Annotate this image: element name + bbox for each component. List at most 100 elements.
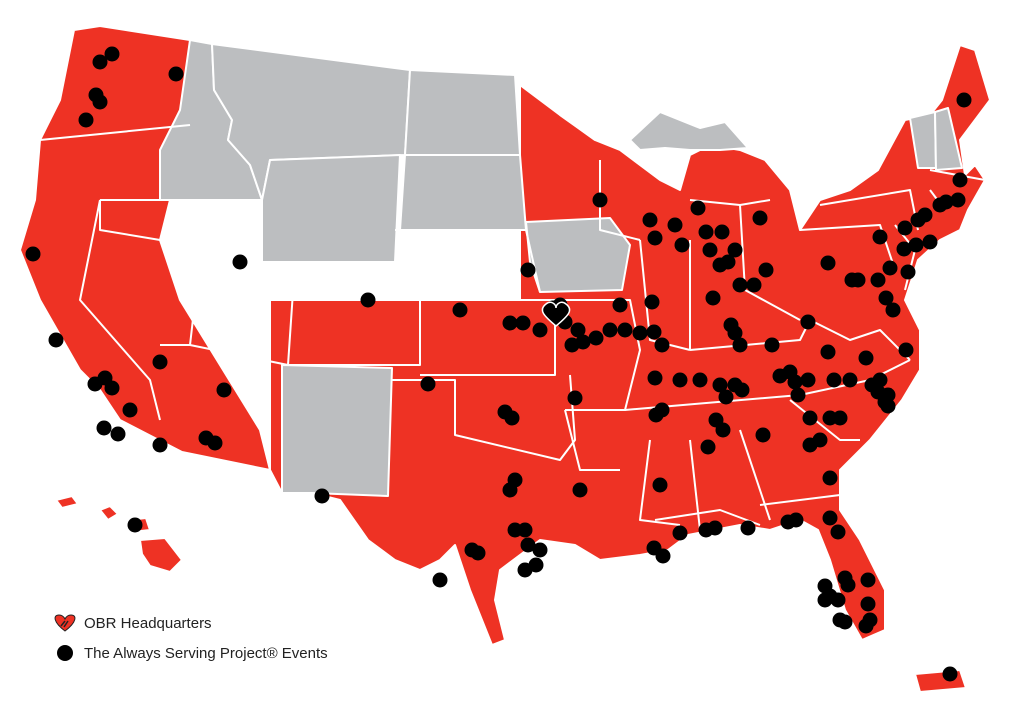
event-marker	[92, 94, 108, 110]
event-marker	[672, 372, 688, 388]
event-marker	[822, 470, 838, 486]
event-marker	[667, 217, 683, 233]
unserved-states	[159, 39, 963, 497]
event-marker	[842, 372, 858, 388]
event-marker	[632, 325, 648, 341]
event-marker	[92, 54, 108, 70]
event-marker	[714, 224, 730, 240]
event-marker	[360, 292, 376, 308]
event-marker	[216, 382, 232, 398]
state-puerto-rico	[914, 669, 967, 693]
event-marker	[698, 522, 714, 538]
event-marker	[917, 207, 933, 223]
event-marker	[720, 254, 736, 270]
event-marker	[734, 382, 750, 398]
event-marker	[790, 387, 806, 403]
event-marker	[96, 420, 112, 436]
event-marker	[870, 272, 886, 288]
event-marker	[872, 372, 888, 388]
event-marker	[567, 390, 583, 406]
event-marker	[860, 596, 876, 612]
event-marker	[647, 230, 663, 246]
event-marker	[896, 241, 912, 257]
event-marker	[646, 324, 662, 340]
event-marker	[712, 377, 728, 393]
state-new-mexico	[281, 364, 393, 497]
event-marker	[705, 290, 721, 306]
event-marker	[802, 437, 818, 453]
event-marker	[642, 212, 658, 228]
event-marker	[817, 592, 833, 608]
heart-icon	[54, 614, 76, 632]
event-marker	[727, 242, 743, 258]
event-marker	[314, 488, 330, 504]
event-marker	[952, 172, 968, 188]
event-marker	[702, 242, 718, 258]
legend-headquarters: OBR Headquarters	[54, 610, 328, 636]
state-south-dakota	[399, 154, 527, 231]
event-marker	[826, 372, 842, 388]
event-marker	[152, 354, 168, 370]
event-marker	[520, 262, 536, 278]
event-marker	[654, 337, 670, 353]
event-marker	[752, 210, 768, 226]
event-marker	[168, 66, 184, 82]
event-marker	[956, 92, 972, 108]
event-marker	[104, 46, 120, 62]
event-marker	[898, 342, 914, 358]
event-marker	[830, 524, 846, 540]
event-marker	[922, 234, 938, 250]
event-marker	[832, 410, 848, 426]
event-marker	[654, 402, 670, 418]
event-markers	[25, 46, 972, 682]
event-marker	[837, 614, 853, 630]
state-new-hampshire	[934, 107, 963, 171]
legend-events: The Always Serving Project® Events	[54, 640, 328, 666]
event-marker	[872, 229, 888, 245]
event-marker	[612, 297, 628, 313]
event-marker	[758, 262, 774, 278]
event-marker	[820, 255, 836, 271]
event-marker	[880, 398, 896, 414]
event-marker	[644, 294, 660, 310]
event-marker	[732, 277, 748, 293]
event-marker	[232, 254, 248, 270]
event-marker	[78, 112, 94, 128]
event-marker	[882, 260, 898, 276]
event-marker	[504, 410, 520, 426]
event-marker	[532, 322, 548, 338]
event-marker	[897, 220, 913, 236]
event-marker	[788, 512, 804, 528]
event-marker	[938, 194, 954, 210]
event-marker	[432, 572, 448, 588]
state-western	[19, 25, 991, 646]
dot-icon	[57, 645, 73, 661]
event-marker	[452, 302, 468, 318]
event-marker	[732, 337, 748, 353]
legend-events-label: The Always Serving Project® Events	[84, 644, 328, 662]
event-marker	[25, 246, 41, 262]
event-marker	[690, 200, 706, 216]
event-marker	[858, 350, 874, 366]
event-marker	[885, 302, 901, 318]
event-marker	[860, 572, 876, 588]
event-marker	[110, 426, 126, 442]
event-marker	[122, 402, 138, 418]
event-marker	[746, 277, 762, 293]
event-marker	[830, 592, 846, 608]
headquarters-marker	[541, 301, 571, 327]
event-marker	[48, 332, 64, 348]
event-marker	[570, 322, 586, 338]
event-marker	[520, 537, 536, 553]
event-marker	[700, 439, 716, 455]
event-marker	[517, 522, 533, 538]
event-marker	[800, 314, 816, 330]
event-marker	[127, 517, 143, 533]
state-michigan-up	[629, 111, 749, 151]
legend-headquarters-label: OBR Headquarters	[84, 614, 212, 632]
event-marker	[900, 264, 916, 280]
event-marker	[764, 337, 780, 353]
event-marker	[575, 334, 591, 350]
event-marker	[617, 322, 633, 338]
